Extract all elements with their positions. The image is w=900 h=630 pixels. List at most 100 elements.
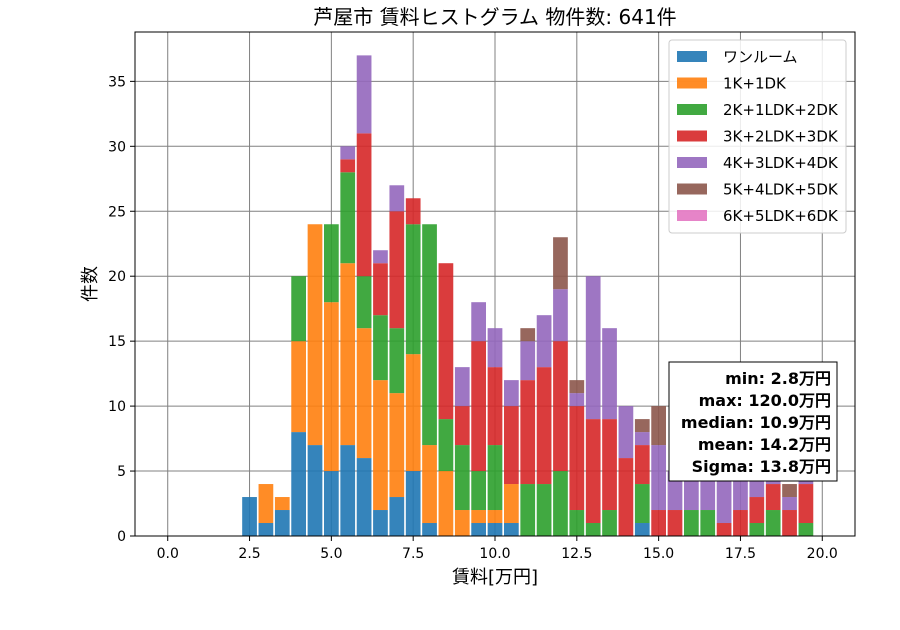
bar-segment-series-5 [782, 484, 797, 498]
bar-segment-series-0 [291, 432, 306, 536]
bar-segment-series-3 [454, 406, 470, 446]
x-tick-label: 10.0 [479, 546, 510, 562]
bar-segment-series-5 [634, 419, 650, 433]
bar-segment-series-5 [569, 380, 585, 394]
bar-segment-series-0 [258, 523, 274, 536]
bar-segment-series-1 [340, 263, 356, 446]
bars [242, 55, 814, 536]
y-tick-label: 10 [108, 399, 126, 415]
bar-segment-series-2 [700, 510, 716, 536]
bar-segment-series-0 [487, 523, 503, 536]
bar-segment-series-2 [454, 445, 470, 511]
bar-segment-series-2 [340, 172, 356, 264]
bar-segment-series-3 [782, 510, 797, 536]
bar-segment-series-1 [274, 497, 290, 511]
bar-segment-series-0 [242, 497, 257, 536]
bar-segment-series-4 [602, 328, 617, 420]
bar-segment-series-3 [520, 380, 536, 485]
x-tick-label: 2.5 [238, 546, 260, 562]
bar-segment-series-2 [749, 523, 765, 536]
bar-segment-series-3 [536, 367, 552, 485]
bar-segment-series-3 [389, 211, 405, 329]
bar-segment-series-2 [536, 484, 552, 536]
bar-segment-series-1 [454, 510, 470, 536]
legend: ワンルーム 1K+1DK 2K+1LDK+2DK 3K+2LDK+3DK 4K+3LDK… [668, 39, 847, 234]
bar-segment-series-2 [585, 523, 601, 536]
y-tick-label: 5 [117, 464, 126, 480]
bar-segment-series-2 [291, 276, 306, 342]
x-tick-label: 7.5 [402, 546, 424, 562]
bar-segment-series-1 [324, 302, 339, 472]
bar-segment-series-0 [356, 458, 372, 536]
bar-segment-series-4 [553, 289, 568, 342]
bar-segment-series-4 [536, 315, 552, 368]
bar-segment-series-4 [634, 432, 650, 446]
bar-segment-series-3 [798, 484, 814, 524]
legend-box [668, 39, 847, 234]
bar-segment-series-4 [618, 406, 634, 459]
bar-segment-series-4 [585, 276, 601, 420]
legend-label: 1K+1DK [723, 75, 787, 93]
bar-segment-series-4 [782, 497, 797, 511]
bar-segment-series-3 [716, 523, 732, 536]
bar-segment-series-4 [487, 328, 503, 368]
bar-segment-series-5 [520, 328, 536, 342]
bar-segment-series-4 [340, 146, 356, 160]
bar-segment-series-2 [798, 523, 814, 536]
y-tick-label: 15 [108, 334, 126, 350]
bar-segment-series-2 [684, 510, 699, 536]
bar-segment-series-0 [324, 471, 339, 536]
bar-segment-series-1 [422, 445, 437, 524]
bar-segment-series-2 [422, 224, 437, 446]
x-tick-label: 17.5 [725, 546, 756, 562]
legend-label: 4K+3LDK+4DK [723, 154, 839, 172]
stats-line: Sigma: 13.8万円 [692, 457, 831, 476]
legend-label: 3K+2LDK+3DK [723, 128, 839, 146]
x-tick-label: 5.0 [320, 546, 342, 562]
bar-segment-series-4 [373, 250, 388, 264]
bar-segment-series-3 [504, 406, 519, 485]
x-tick-label: 12.5 [561, 546, 592, 562]
bar-segment-series-3 [405, 198, 421, 225]
bar-segment-series-2 [569, 510, 585, 536]
bar-segment-series-0 [373, 510, 388, 536]
bar-segment-series-1 [389, 393, 405, 498]
bar-segment-series-3 [487, 367, 503, 446]
bar-segment-series-3 [765, 484, 781, 511]
bar-segment-series-2 [373, 315, 388, 381]
bar-segment-series-1 [307, 224, 323, 446]
bar-segment-series-2 [471, 471, 486, 511]
bar-segment-series-1 [356, 328, 372, 459]
bar-segment-series-1 [405, 354, 421, 472]
bar-segment-series-1 [471, 510, 486, 524]
y-tick-label: 20 [108, 269, 126, 285]
bar-segment-series-4 [389, 185, 405, 212]
bar-segment-series-5 [553, 237, 568, 290]
bar-segment-series-3 [438, 263, 454, 420]
bar-segment-series-3 [749, 497, 765, 524]
bar-segment-series-2 [553, 471, 568, 536]
x-tick-label: 15.0 [643, 546, 674, 562]
legend-swatch [677, 51, 707, 62]
bar-segment-series-2 [389, 328, 405, 394]
bar-segment-series-4 [504, 380, 519, 407]
bar-segment-series-4 [356, 55, 372, 134]
legend-label: ワンルーム [723, 48, 798, 66]
legend-label: 2K+1LDK+2DK [723, 101, 839, 119]
bar-segment-series-0 [422, 523, 437, 536]
bar-segment-series-0 [634, 523, 650, 536]
bar-segment-series-1 [373, 380, 388, 511]
bar-segment-series-3 [667, 510, 683, 536]
bar-segment-series-3 [569, 406, 585, 511]
bar-segment-series-2 [602, 510, 617, 536]
y-tick-label: 0 [117, 529, 126, 545]
y-tick-label: 25 [108, 204, 126, 220]
legend-swatch [677, 130, 707, 142]
bar-segment-series-2 [356, 276, 372, 329]
bar-segment-series-1 [504, 484, 519, 524]
y-tick-label: 35 [108, 74, 126, 90]
x-axis-label: 賃料[万円] [452, 567, 538, 588]
bar-segment-series-4 [651, 445, 666, 511]
axis-ticks: 0.0 2.5 5.0 7.5 10.0 12.5 15.0 17.5 20.0 0 5 10 15 20… [108, 74, 838, 562]
